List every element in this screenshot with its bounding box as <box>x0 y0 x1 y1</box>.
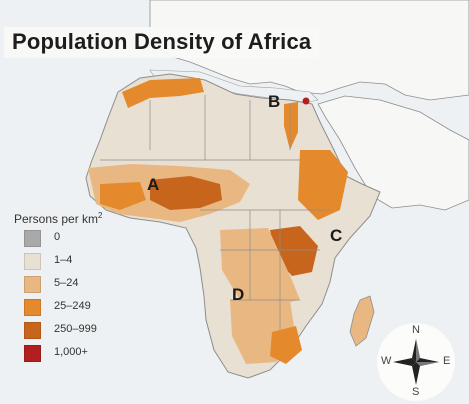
map-title: Population Density of Africa <box>12 29 312 54</box>
legend-label: 1–4 <box>54 254 73 266</box>
legend-swatch <box>24 276 41 293</box>
legend-item: 250–999 <box>14 319 126 341</box>
arabia-land <box>317 95 469 211</box>
compass-west: W <box>381 355 392 367</box>
legend-swatch <box>24 253 41 270</box>
legend-swatch <box>24 345 41 362</box>
marker-a: A <box>147 175 160 194</box>
legend-item: 25–249 <box>14 296 126 318</box>
legend-item: 0 <box>14 227 126 249</box>
marker-c: C <box>330 226 343 245</box>
legend: Persons per km2 0 1–4 5–24 25–249 250–99… <box>14 211 126 364</box>
legend-title: Persons per km2 <box>14 211 126 226</box>
density-patches <box>88 78 348 364</box>
legend-item: 1,000+ <box>14 342 126 364</box>
compass-star-icon <box>393 339 439 385</box>
legend-label: 5–24 <box>54 277 79 289</box>
legend-label: 1,000+ <box>54 346 88 358</box>
ethiopia-highlands <box>298 150 348 220</box>
nile-delta-dot <box>302 97 310 105</box>
legend-swatch <box>24 230 41 247</box>
legend-swatch <box>24 299 41 316</box>
legend-swatch <box>24 322 41 339</box>
legend-label: 250–999 <box>54 323 97 335</box>
legend-item: 5–24 <box>14 273 126 295</box>
country-borders <box>100 95 330 330</box>
marker-d: D <box>232 285 245 304</box>
legend-title-sup: 2 <box>98 211 103 220</box>
madagascar <box>349 295 375 347</box>
marker-b: B <box>268 92 281 111</box>
ghana-coast <box>100 182 146 210</box>
legend-label: 0 <box>54 231 61 243</box>
compass-rose: N S W E <box>377 323 455 401</box>
compass-east: E <box>443 355 451 367</box>
legend-item: 1–4 <box>14 250 126 272</box>
legend-label: 25–249 <box>54 300 91 312</box>
legend-title-text: Persons per km <box>14 212 99 226</box>
maghreb-density <box>122 78 204 108</box>
nile-valley <box>284 102 298 150</box>
south-africa-east <box>270 326 302 364</box>
title-box: Population Density of Africa <box>4 27 320 58</box>
compass-north: N <box>412 324 420 336</box>
nigeria-core <box>150 176 222 210</box>
compass-south: S <box>412 386 420 398</box>
sahara-empty <box>140 110 290 160</box>
